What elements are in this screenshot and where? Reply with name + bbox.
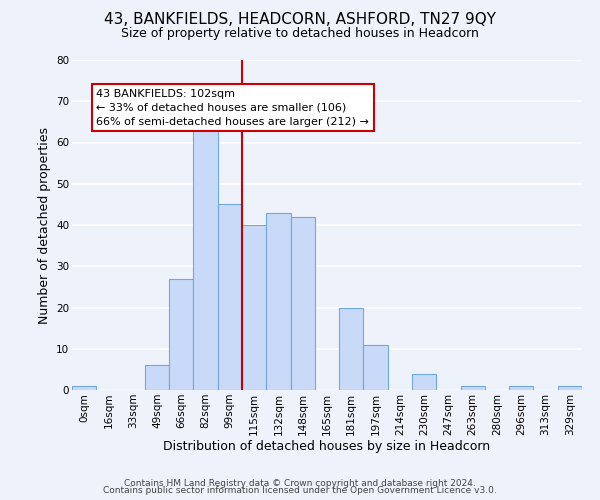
Bar — [509, 386, 533, 390]
Bar — [266, 212, 290, 390]
Bar — [290, 217, 315, 390]
Text: 43 BANKFIELDS: 102sqm
← 33% of detached houses are smaller (106)
66% of semi-det: 43 BANKFIELDS: 102sqm ← 33% of detached … — [96, 89, 369, 127]
Bar — [169, 278, 193, 390]
Text: Contains public sector information licensed under the Open Government Licence v3: Contains public sector information licen… — [103, 486, 497, 495]
Bar — [412, 374, 436, 390]
Y-axis label: Number of detached properties: Number of detached properties — [38, 126, 50, 324]
Bar — [145, 365, 169, 390]
Bar — [339, 308, 364, 390]
Bar — [364, 344, 388, 390]
Text: 43, BANKFIELDS, HEADCORN, ASHFORD, TN27 9QY: 43, BANKFIELDS, HEADCORN, ASHFORD, TN27 … — [104, 12, 496, 28]
Bar — [72, 386, 96, 390]
Bar — [218, 204, 242, 390]
Bar — [461, 386, 485, 390]
Bar — [242, 225, 266, 390]
Bar — [193, 114, 218, 390]
X-axis label: Distribution of detached houses by size in Headcorn: Distribution of detached houses by size … — [163, 440, 491, 454]
Bar — [558, 386, 582, 390]
Text: Contains HM Land Registry data © Crown copyright and database right 2024.: Contains HM Land Registry data © Crown c… — [124, 478, 476, 488]
Text: Size of property relative to detached houses in Headcorn: Size of property relative to detached ho… — [121, 28, 479, 40]
